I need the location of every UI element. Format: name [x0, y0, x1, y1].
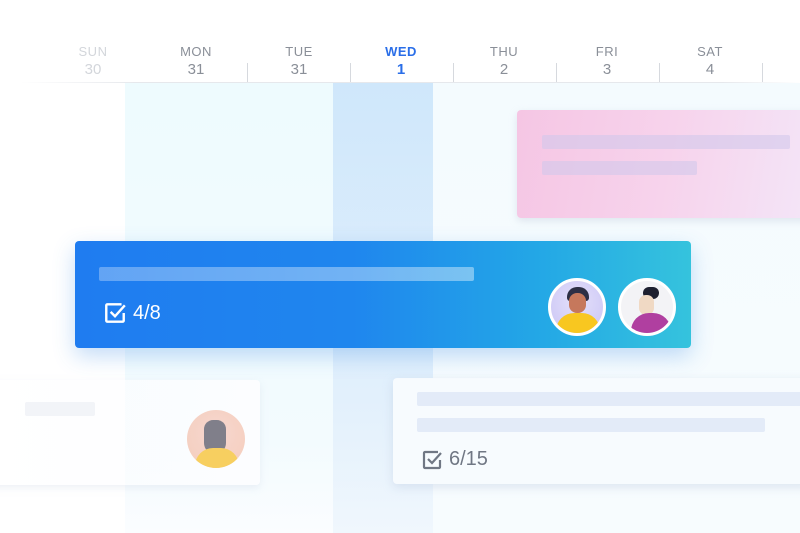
title-placeholder [417, 392, 800, 406]
calendar-header: SUN 30 MON 31 TUE 31 WED 1 THU 2 FRI 3 SAT 4 [0, 0, 800, 83]
checkbox-icon [422, 450, 442, 469]
day-sun[interactable]: SUN 30 [78, 44, 108, 78]
divider [350, 63, 351, 82]
day-mon[interactable]: MON 31 [180, 44, 212, 78]
checklist-count: 6/15 [421, 448, 488, 471]
divider [762, 63, 763, 82]
day-tue[interactable]: TUE 31 [285, 44, 313, 78]
event-card-main[interactable]: 4/8 [75, 241, 691, 348]
divider [659, 63, 660, 82]
divider [556, 63, 557, 82]
event-card-faded[interactable] [0, 380, 260, 485]
avatar-woman-yellow[interactable] [548, 278, 606, 336]
checklist-count: 4/8 [103, 301, 161, 325]
event-card-pink[interactable] [517, 110, 800, 218]
title-placeholder [99, 267, 474, 281]
event-card-secondary[interactable]: 6/15 [393, 378, 800, 484]
day-fri[interactable]: FRI 3 [595, 44, 619, 78]
avatar-bearded-man[interactable] [187, 410, 245, 468]
day-wed-today[interactable]: WED 1 [385, 44, 417, 78]
day-thu[interactable]: THU 2 [489, 44, 519, 78]
divider [247, 63, 248, 82]
subtitle-placeholder [542, 161, 697, 175]
avatar-woman-purple[interactable] [618, 278, 676, 336]
subtitle-placeholder [417, 418, 765, 432]
checkbox-icon [105, 303, 126, 323]
header-divider [20, 82, 800, 83]
title-placeholder [25, 402, 95, 416]
day-sat[interactable]: SAT 4 [697, 44, 723, 78]
divider [453, 63, 454, 82]
title-placeholder [542, 135, 790, 149]
